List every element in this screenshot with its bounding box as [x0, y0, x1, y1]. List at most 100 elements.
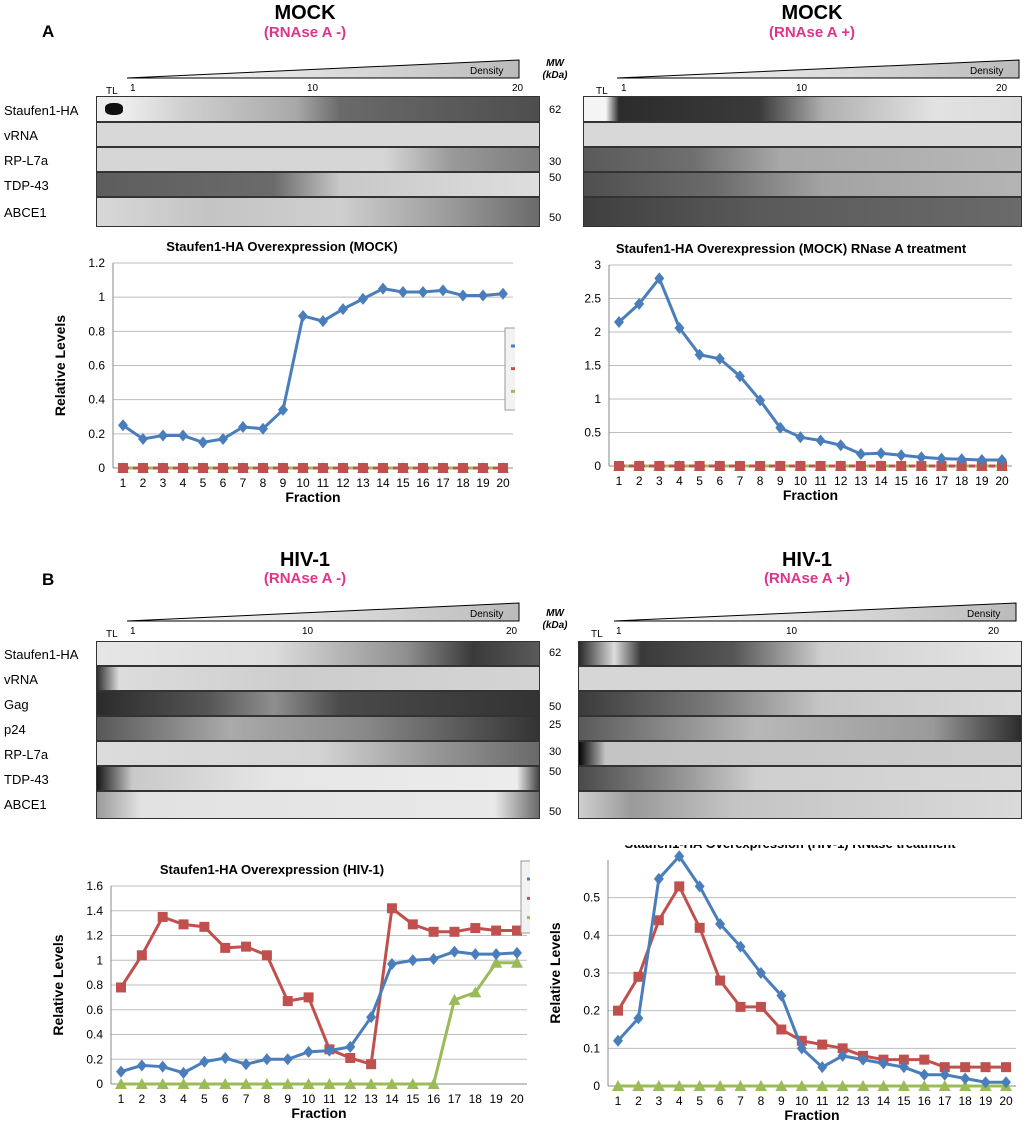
y-tick-label: 1.5 — [584, 359, 601, 373]
blot-strip — [96, 122, 540, 147]
data-point — [1001, 1062, 1011, 1073]
data-point — [898, 1061, 909, 1074]
data-point — [338, 463, 348, 473]
data-point — [735, 1001, 746, 1012]
y-tick-label: 1 — [96, 953, 103, 967]
mw-value: 30 — [549, 156, 562, 168]
data-point — [754, 1080, 767, 1091]
data-point — [220, 942, 231, 953]
x-tick-label: 9 — [284, 1092, 291, 1106]
data-point — [674, 881, 685, 892]
data-point — [897, 1080, 910, 1091]
data-point — [632, 1080, 645, 1091]
data-point — [694, 922, 705, 933]
x-tick-label: 9 — [280, 476, 287, 490]
data-point — [136, 950, 147, 961]
data-point — [835, 461, 846, 471]
x-tick-label: 19 — [489, 1092, 503, 1106]
data-point — [653, 915, 664, 926]
x-tick-label: 16 — [915, 474, 929, 488]
x-tick-label: 11 — [323, 1092, 336, 1106]
chart-title: Staufen1-HA Overexpression (MOCK) RNase … — [616, 241, 967, 256]
data-point — [795, 461, 806, 471]
data-point — [755, 967, 766, 979]
data-point — [490, 956, 503, 968]
data-point — [836, 1080, 849, 1091]
data-point — [378, 463, 388, 473]
y-tick-label: 0.4 — [583, 928, 600, 942]
x-tick-label: 19 — [975, 474, 989, 488]
data-point — [345, 1053, 356, 1064]
fraction-10-label: 10 — [307, 83, 319, 94]
data-point — [386, 957, 397, 970]
x-tick-label: 17 — [935, 474, 949, 488]
data-point — [956, 461, 967, 471]
data-point — [324, 1044, 335, 1057]
x-tick-label: 18 — [456, 476, 470, 490]
x-tick-label: 5 — [696, 1094, 703, 1108]
y-axis-label: Relative Levels — [547, 922, 563, 1023]
data-point — [654, 272, 665, 285]
x-tick-label: 15 — [897, 1094, 911, 1108]
y-tick-label: 2.5 — [584, 292, 601, 306]
density-label: Density — [470, 609, 504, 620]
data-point — [241, 1058, 252, 1071]
data-point — [199, 1055, 210, 1068]
density-gradient-b-left — [126, 602, 520, 622]
x-tick-label: 19 — [979, 1094, 993, 1108]
x-tick-label: 11 — [816, 1094, 829, 1108]
data-point — [918, 1080, 931, 1091]
x-tick-label: 8 — [264, 1092, 271, 1106]
data-point — [398, 286, 408, 299]
blot-row-label: Staufen1-HA — [4, 647, 79, 662]
blot-strip — [578, 641, 1022, 666]
fraction-1-label: 1 — [616, 626, 622, 637]
data-point — [478, 463, 488, 473]
blot-row-label: RP-L7a — [4, 747, 49, 762]
blot-strip — [96, 716, 540, 741]
data-point — [318, 315, 328, 328]
blot-strip — [578, 791, 1022, 819]
data-point — [837, 1043, 848, 1054]
density-label: Density — [470, 66, 504, 77]
x-tick-label: 1 — [118, 1092, 125, 1106]
data-point — [303, 992, 314, 1003]
x-tick-label: 5 — [696, 474, 703, 488]
data-point — [855, 447, 866, 460]
data-point — [344, 1078, 357, 1089]
blot-strip — [96, 766, 540, 791]
panel-a-letter: A — [42, 22, 55, 41]
data-point — [218, 463, 228, 473]
data-point — [817, 1039, 828, 1050]
x-tick-label: 7 — [737, 474, 744, 488]
data-point — [674, 321, 685, 334]
y-tick-label: 0 — [593, 1079, 600, 1093]
data-point — [318, 463, 328, 473]
panel-b-right-subtitle: (RNAse A +) — [764, 570, 850, 587]
blot-strip — [96, 147, 540, 172]
data-point — [498, 463, 508, 473]
x-tick-label: 12 — [836, 1094, 850, 1108]
data-point — [278, 463, 288, 473]
data-point — [936, 452, 947, 465]
data-point — [118, 419, 128, 432]
data-point — [198, 463, 208, 473]
data-point — [138, 432, 148, 445]
x-tick-label: 5 — [200, 476, 207, 490]
x-tick-label: 3 — [160, 476, 167, 490]
data-point — [674, 850, 685, 863]
data-point — [876, 461, 887, 471]
data-point — [261, 950, 272, 961]
data-point — [478, 289, 488, 302]
blot-strip — [96, 641, 540, 666]
x-tick-label: 12 — [834, 474, 848, 488]
data-point — [219, 1078, 232, 1089]
data-point — [178, 1066, 189, 1079]
legend: Staufen1-HApr55GagvRNA — [504, 327, 515, 411]
data-point — [654, 461, 665, 471]
tl-label: TL — [596, 86, 608, 97]
y-tick-label: 0.8 — [86, 978, 103, 992]
x-tick-label: 2 — [636, 474, 643, 488]
data-point — [366, 1059, 377, 1070]
data-point — [238, 463, 248, 473]
